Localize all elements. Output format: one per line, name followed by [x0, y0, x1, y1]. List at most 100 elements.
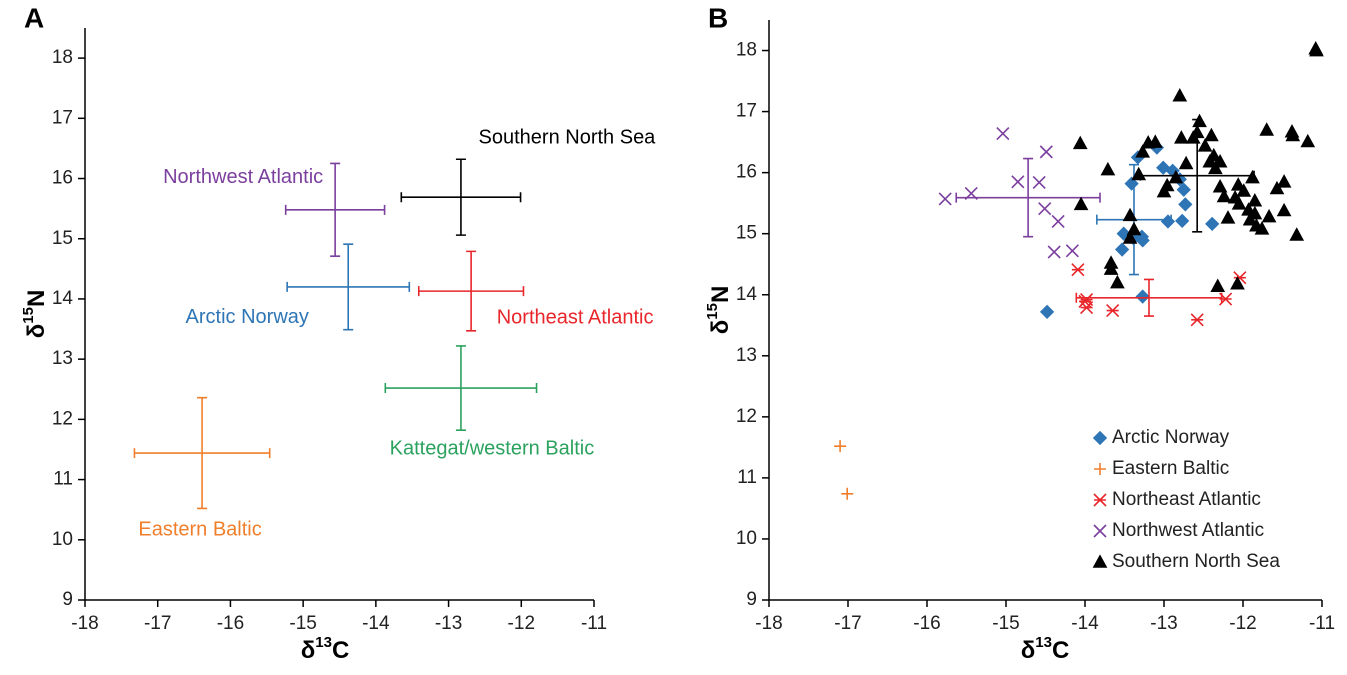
x-tick-label: -16 [217, 613, 244, 634]
point [1159, 177, 1175, 192]
y-error-bar [1143, 278, 1154, 317]
x-axis-label-part: δ [301, 637, 316, 664]
point [1092, 430, 1108, 446]
x-tick-label: -17 [144, 613, 171, 634]
series-label: Eastern Baltic [138, 518, 261, 540]
x-tick-label: -12 [508, 613, 535, 634]
x-axis-label: δ13C [301, 634, 350, 664]
point [841, 487, 854, 500]
x-tick-label: -18 [71, 613, 98, 634]
point [1106, 304, 1120, 318]
point [1047, 245, 1061, 259]
point [1092, 554, 1108, 568]
y-tick-label: 14 [736, 284, 758, 305]
point [1065, 244, 1079, 258]
point [1071, 263, 1085, 277]
y-tick-label: 13 [52, 348, 73, 369]
y-error-bar [455, 345, 466, 432]
y-axis-label-part: 15 [704, 303, 721, 320]
y-tick-label: 16 [736, 162, 757, 183]
y-error-bar [1023, 157, 1034, 238]
x-tick-label: -15 [992, 613, 1019, 634]
x-tick-label: -14 [1071, 613, 1099, 634]
x-tick-label: -14 [362, 613, 390, 634]
legend-label: Arctic Norway [1112, 427, 1230, 448]
x-axis-label-part: 13 [315, 634, 332, 651]
point [1192, 113, 1207, 128]
point [1236, 183, 1252, 197]
y-tick-label: 9 [746, 589, 757, 610]
y-tick-label: 16 [52, 168, 73, 189]
point [1051, 214, 1065, 229]
point [1039, 304, 1055, 319]
point [1245, 169, 1260, 184]
x-tick-label: -16 [913, 613, 940, 634]
y-tick-label: 17 [736, 101, 757, 122]
x-tick-label: -18 [755, 613, 782, 634]
series-label: Northeast Atlantic [497, 306, 654, 328]
x-axis-label-part: δ [1021, 637, 1036, 664]
point [1174, 130, 1189, 144]
point [1269, 180, 1285, 195]
point [1247, 205, 1263, 220]
point [1147, 134, 1163, 148]
y-tick-label: 11 [53, 469, 73, 490]
point [1038, 202, 1052, 216]
point [1254, 221, 1270, 235]
x-axis-label-part: C [1052, 637, 1069, 664]
point [1206, 147, 1222, 162]
point [1204, 127, 1219, 142]
x-tick-label: -11 [1309, 613, 1335, 634]
point [1247, 193, 1263, 207]
x-tick-label: -17 [834, 613, 861, 634]
series-label: Northwest Atlantic [163, 166, 323, 188]
point [1175, 213, 1190, 228]
point [1309, 42, 1324, 57]
point [1160, 214, 1176, 229]
legend-label: Southern North Sea [1112, 551, 1280, 572]
point [1080, 293, 1094, 307]
point [1011, 175, 1025, 189]
point [1178, 197, 1193, 212]
point [1212, 153, 1228, 168]
point [1094, 463, 1106, 475]
point [1220, 210, 1236, 224]
legend-label: Northwest Atlantic [1112, 520, 1264, 541]
y-error-bar [197, 396, 208, 510]
point [1230, 177, 1246, 191]
x-axis-label-part: C [332, 637, 349, 664]
y-tick-label: 15 [52, 228, 73, 249]
point [1208, 160, 1223, 175]
series-label: Arctic Norway [186, 306, 309, 328]
point [1172, 88, 1188, 102]
y-error-bar [1192, 118, 1203, 233]
y-tick-label: 14 [52, 288, 74, 309]
y-axis-label: δ15N [704, 286, 734, 335]
point [1073, 196, 1089, 211]
point [1135, 233, 1150, 248]
y-axis-label-part: 15 [20, 307, 37, 324]
point [1197, 138, 1213, 152]
x-tick-label: -12 [1229, 613, 1256, 634]
point [1093, 493, 1107, 507]
y-axis-label-part: N [707, 286, 734, 303]
series-label: Kattegat/western Baltic [390, 437, 595, 459]
point [1168, 169, 1184, 184]
y-tick-label: 10 [736, 528, 757, 549]
point [1178, 155, 1194, 170]
y-tick-label: 12 [52, 408, 73, 429]
point [1205, 216, 1220, 232]
point [1231, 196, 1247, 210]
y-tick-label: 10 [52, 529, 73, 550]
point [834, 440, 847, 453]
point [1093, 524, 1107, 538]
y-axis-label: δ15N [20, 290, 50, 339]
y-error-bar [466, 250, 477, 332]
point [1212, 179, 1228, 193]
x-axis-label-part: 13 [1035, 634, 1052, 651]
y-error-bar [455, 158, 466, 236]
point [1216, 188, 1232, 203]
legend-label: Eastern Baltic [1112, 458, 1229, 479]
point [1176, 182, 1191, 197]
